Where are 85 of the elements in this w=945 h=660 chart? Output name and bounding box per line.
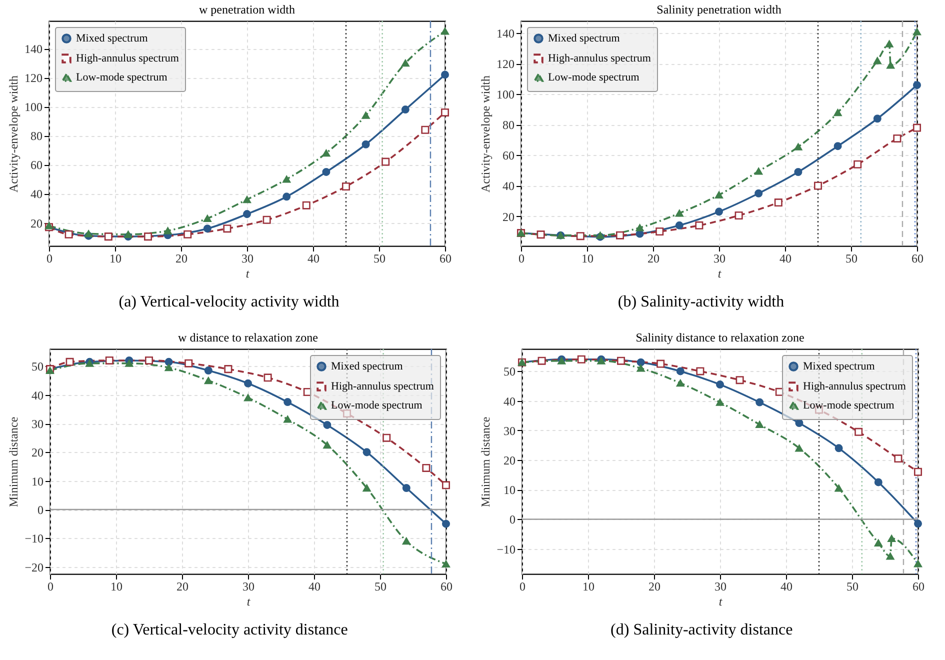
text: (a) Vertical-velocity activity width [118,294,340,311]
x-tick-label: 20 [176,252,188,266]
chart-title: Salinity penetration width [656,2,782,16]
x-tick-label: 50 [374,580,386,594]
y-tick-label: −20 [24,560,44,574]
legend-label: High-annulus spectrum [803,380,906,392]
text: (d) Salinity-activity distance [610,622,793,639]
x-tick-label: 10 [582,580,594,594]
legend-label: High-annulus spectrum [331,380,434,392]
y-tick-label: 0 [38,503,44,518]
y-tick-label: 100 [496,88,514,102]
x-tick-label: 20 [176,580,188,594]
y-tick-label: 20 [504,454,516,468]
y-axis-title: Minimum distance [6,416,21,508]
x-tick-label: 30 [714,580,726,594]
x-tick-label: 50 [846,252,858,266]
x-axis-title: t [718,594,723,608]
x-tick-label: 0 [520,580,526,594]
y-tick-label: 120 [24,71,42,86]
legend-label: Low-mode spectrum [76,72,168,84]
x-tick-label: 20 [648,580,660,594]
y-tick-label: 0 [510,512,516,527]
x-tick-label: 60 [912,580,924,594]
x-tick-label: 0 [48,580,54,594]
y-tick-label: 100 [24,100,42,114]
y-tick-label: 30 [32,417,44,432]
y-tick-label: 20 [30,216,42,230]
y-tick-label: 60 [30,158,42,172]
y-tick-label: 140 [24,42,42,56]
x-tick-label: 30 [242,252,254,266]
y-tick-label: 40 [30,187,42,202]
y-tick-label: 10 [504,483,516,498]
text: (c) Vertical-velocity activity distance [111,622,348,639]
y-tick-label: −10 [496,542,516,556]
x-tick-label: 40 [780,580,792,594]
x-tick-label: 40 [308,252,320,266]
x-tick-label: 0 [518,252,524,266]
y-tick-label: 50 [32,360,44,374]
x-axis-title: t [246,594,251,608]
y-tick-label: 40 [502,179,514,194]
x-tick-label: 20 [648,252,660,266]
x-tick-label: 50 [846,580,858,594]
y-tick-label: 10 [32,474,44,488]
y-tick-label: 120 [496,57,514,72]
legend-label: High-annulus spectrum [548,52,652,64]
x-tick-label: 10 [110,252,122,266]
y-tick-label: 40 [504,394,516,408]
x-tick-label: 30 [242,580,254,594]
x-tick-label: 30 [714,252,726,266]
legend-label: Low-mode spectrum [331,400,423,412]
chart-title: Salinity distance to relaxation zone [636,330,804,344]
x-axis-title: t [718,266,722,280]
y-tick-label: 30 [504,424,516,438]
y-tick-label: −10 [24,532,44,546]
chart-title: w penetration width [199,2,295,16]
y-tick-label: 60 [502,148,514,163]
x-tick-label: 60 [440,580,452,594]
y-tick-label: 20 [32,446,44,460]
x-axis-title: t [246,266,250,280]
text: (b) Salinity-activity width [618,294,784,311]
x-tick-label: 60 [440,252,452,266]
y-axis-title: Activity-envelope width [6,76,20,192]
y-tick-label: 140 [496,26,514,41]
legend-label: High-annulus spectrum [76,52,180,64]
legend-label: Low-mode spectrum [548,72,640,84]
legend-label: Low-mode spectrum [803,400,895,412]
y-tick-label: 80 [502,118,514,132]
x-tick-label: 10 [582,252,594,266]
legend-label: Mixed spectrum [803,360,876,372]
legend-label: Mixed spectrum [331,360,404,372]
x-tick-label: 60 [912,252,924,266]
legend-label: Mixed spectrum [548,32,620,44]
x-tick-label: 40 [308,580,320,594]
legend-label: Mixed spectrum [76,32,148,44]
chart-title: w distance to relaxation zone [178,330,318,344]
x-tick-label: 50 [374,252,386,266]
x-tick-label: 10 [110,580,122,594]
y-tick-label: 50 [504,364,516,379]
y-tick-label: 20 [502,210,514,224]
x-tick-label: 40 [780,252,792,266]
y-tick-label: 80 [30,129,42,144]
y-axis-title: Activity-envelope width [478,76,492,192]
x-tick-label: 0 [46,252,52,266]
y-axis-title: Minimum distance [478,416,493,508]
y-tick-label: 40 [32,388,44,402]
